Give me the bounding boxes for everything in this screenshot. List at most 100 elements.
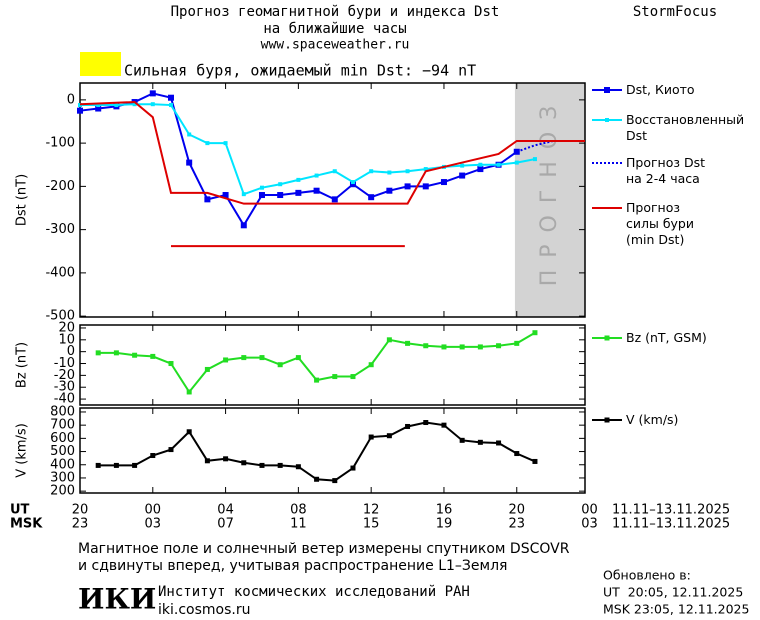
point — [95, 462, 101, 468]
point — [369, 169, 374, 174]
point — [313, 187, 320, 194]
point — [150, 353, 156, 359]
point — [496, 343, 502, 349]
point — [532, 458, 538, 464]
y-tick-label: 500 — [50, 444, 75, 459]
y-tick-label: -30 — [54, 380, 75, 395]
point — [295, 355, 301, 361]
series-line — [79, 101, 585, 248]
point — [514, 340, 520, 346]
y-tick-label: 20 — [58, 320, 75, 335]
y-tick-label: 10 — [58, 332, 75, 347]
point — [240, 222, 247, 229]
point — [186, 389, 192, 395]
legend-label: Dst, Киото — [626, 82, 695, 97]
point — [223, 357, 229, 363]
point — [223, 456, 229, 462]
point — [277, 462, 283, 468]
point — [387, 170, 392, 175]
footer-note: и сдвинуты вперед, учитывая распростране… — [78, 558, 507, 574]
x-tick-label: 00 — [145, 503, 162, 518]
y-tick-label: 600 — [50, 431, 75, 446]
y-tick-label: 300 — [50, 470, 75, 485]
date-range: 11.11–13.11.2025 — [612, 517, 730, 532]
point — [204, 366, 210, 372]
title: Прогноз геомагнитной бури и индекса Dst — [171, 4, 500, 20]
point — [441, 422, 447, 428]
x-tick-label: 11 — [290, 517, 307, 532]
legend-marker — [605, 118, 609, 122]
legend-label: Прогноз Dst на 2-4 часа — [626, 155, 706, 186]
point — [350, 374, 356, 380]
x-tick-label: 20 — [72, 503, 89, 518]
legend-marker — [604, 417, 610, 423]
point — [459, 172, 466, 179]
point — [478, 162, 483, 167]
panel-frame — [79, 82, 586, 318]
x-tick-label: 19 — [436, 517, 453, 532]
point — [168, 103, 173, 108]
y-tick-label: -40 — [54, 392, 75, 407]
subtitle: на ближайшие часы — [263, 21, 406, 37]
point — [259, 185, 264, 190]
point — [258, 192, 265, 199]
alert-text: Сильная буря, ожидаемый min Dst: −94 nT — [124, 62, 476, 80]
point — [132, 352, 138, 358]
updated-msk: MSK 23:05, 12.11.2025 — [603, 602, 749, 617]
forecast-region — [514, 83, 585, 317]
point — [113, 350, 119, 356]
y-tick-label: -100 — [45, 136, 75, 151]
point — [205, 141, 210, 146]
updated-label: Обновлено в: — [603, 568, 691, 583]
point — [167, 94, 174, 101]
x-tick-label: 15 — [363, 517, 380, 532]
point — [204, 196, 211, 203]
series-line — [80, 103, 536, 196]
y-tick-label: -20 — [54, 368, 75, 383]
institute: Институт космических исследований РАН — [158, 584, 470, 600]
y-tick-label: 400 — [50, 457, 75, 472]
point — [277, 192, 284, 199]
point — [496, 440, 502, 446]
point — [296, 177, 301, 182]
point — [150, 453, 156, 459]
series-line — [98, 421, 536, 482]
x-tick-label: 08 — [290, 503, 307, 518]
point — [295, 189, 302, 196]
y-tick-label: -300 — [45, 222, 75, 237]
point — [186, 429, 192, 435]
forecast-label: ПРОГНОЗ — [537, 94, 562, 287]
panel-frame — [79, 407, 586, 494]
point — [314, 173, 319, 178]
point — [241, 460, 247, 466]
point — [132, 462, 138, 468]
point — [259, 462, 265, 468]
x-tick-label: 03 — [581, 517, 598, 532]
date-range: 11.11–13.11.2025 — [612, 503, 730, 518]
point — [168, 447, 174, 453]
y-tick-label: -400 — [45, 265, 75, 280]
point — [77, 107, 83, 114]
point — [404, 183, 411, 190]
x-row-label: UT — [10, 503, 30, 518]
point — [132, 102, 137, 107]
x-tick-label: 03 — [145, 517, 162, 532]
point — [405, 340, 411, 346]
y-tick-label: 800 — [50, 404, 75, 419]
legend-label: Прогноз силы бури (min Dst) — [626, 200, 694, 247]
point — [477, 439, 483, 445]
point — [314, 377, 320, 383]
point — [241, 355, 247, 361]
point — [204, 458, 210, 464]
point — [514, 451, 520, 457]
point — [223, 141, 228, 146]
legend-label: Bz (nT, GSM) — [626, 330, 707, 345]
point — [222, 192, 229, 199]
point — [278, 182, 283, 187]
legend-marker — [604, 87, 610, 93]
point — [350, 465, 356, 471]
logo: ИКИ — [78, 583, 156, 616]
brand: StormFocus — [633, 4, 717, 20]
point — [368, 434, 374, 440]
